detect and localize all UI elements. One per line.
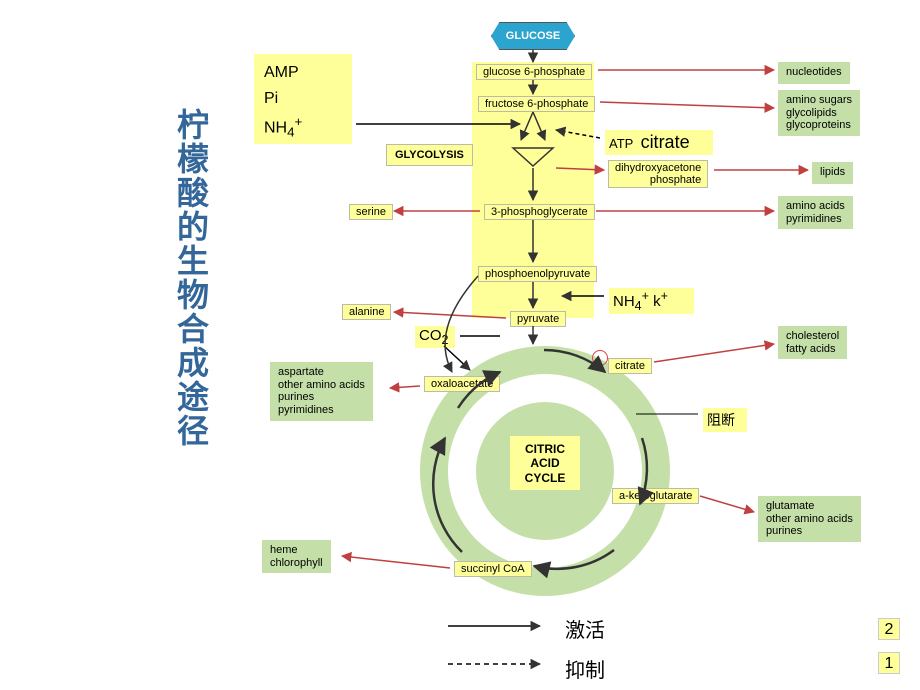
legend-activate: 激活 <box>565 614 605 643</box>
node-pep: phosphoenolpyruvate <box>478 266 597 282</box>
product-lipids: lipids <box>812 162 853 184</box>
product-aminosugars: amino sugarsglycolipidsglycoproteins <box>778 90 860 136</box>
node-f6p: fructose 6-phosphate <box>478 96 595 112</box>
node-alanine: alanine <box>342 304 391 320</box>
annot-co2: CO2 <box>415 326 455 348</box>
node-pyr: pyruvate <box>510 311 566 327</box>
product-aspartate: aspartateother amino acidspurinespyrimid… <box>270 362 373 421</box>
highlight-circle <box>592 350 608 366</box>
node-akg: a-ketoglutarate <box>612 488 699 504</box>
product-heme: hemechlorophyll <box>262 540 331 573</box>
product-nucleotides: nucleotides <box>778 62 850 84</box>
annot-amp-pi-nh4: AMPPiNH4+ <box>254 54 352 144</box>
legend-inhibit: 抑制 <box>565 654 605 683</box>
annot-nh4-k: NH4+ k+ <box>609 288 694 314</box>
node-pg3: 3-phosphoglycerate <box>484 204 595 220</box>
node-dhap: dihydroxyacetonephosphate <box>608 160 708 188</box>
annot-citrate-text: citrate <box>641 132 690 152</box>
node-oaa: oxaloacetate <box>424 376 500 392</box>
product-glutamate: glutamateother amino acidspurines <box>758 496 861 542</box>
node-serine: serine <box>349 204 393 220</box>
node-citrate: citrate <box>608 358 652 374</box>
node-g6p: glucose 6-phosphate <box>476 64 592 80</box>
node-succoa: succinyl CoA <box>454 561 532 577</box>
cycle-label: CITRICACIDCYCLE <box>510 436 580 490</box>
product-aa-pyr: amino acidspyrimidines <box>778 196 853 229</box>
glucose-node: GLUCOSE <box>491 22 575 50</box>
glycolysis-label: GLYCOLYSIS <box>386 144 473 166</box>
annot-atp-citrate: ATP citrate <box>605 130 713 155</box>
annot-atp: ATP <box>609 136 633 151</box>
annot-block: 阻断 <box>703 408 747 432</box>
product-chol: cholesterolfatty acids <box>778 326 847 359</box>
cycle-label-text: CITRICACIDCYCLE <box>525 442 566 485</box>
page-title: 柠檬酸的生物合成途径 <box>168 108 214 448</box>
pagenum-1: 1 <box>878 652 900 674</box>
pagenum-2: 2 <box>878 618 900 640</box>
